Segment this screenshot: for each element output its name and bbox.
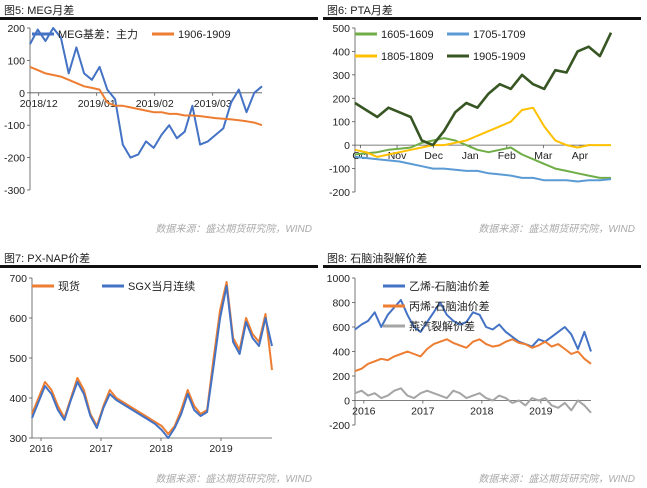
y-tick-label: 500 bbox=[9, 353, 27, 365]
y-tick-label: 500 bbox=[332, 23, 350, 35]
legend-entry: 现货 bbox=[32, 279, 80, 293]
y-tick-label: -100 bbox=[4, 120, 25, 132]
legend-label: 1905-1909 bbox=[473, 51, 526, 63]
y-tick-label: -200 bbox=[329, 420, 350, 432]
y-tick-label: 0 bbox=[344, 140, 350, 152]
legend-entry: SGX当月连续 bbox=[102, 279, 195, 293]
title-rule bbox=[323, 265, 641, 268]
x-tick-label: 2017 bbox=[411, 406, 435, 418]
title-rule bbox=[323, 17, 641, 20]
y-tick-label: 800 bbox=[332, 298, 350, 310]
x-tick-label: 2019 bbox=[529, 406, 553, 418]
y-tick-label: 100 bbox=[332, 117, 350, 129]
data-source: 数据来源：盛达期货研究院，WIND bbox=[478, 224, 635, 235]
x-tick-label: 2018 bbox=[470, 406, 494, 418]
title-rule bbox=[0, 17, 318, 20]
y-tick-label: -200 bbox=[329, 187, 350, 199]
legend-label: 1705-1709 bbox=[473, 29, 526, 41]
legend-entry: 1705-1709 bbox=[447, 29, 526, 41]
y-tick-label: 300 bbox=[9, 433, 27, 445]
data-source: 数据来源：盛达期货研究院，WIND bbox=[478, 474, 635, 485]
x-tick-label: 2018 bbox=[149, 443, 173, 455]
series-line bbox=[354, 387, 592, 414]
panel-title: 图5: MEG月差 bbox=[4, 5, 75, 17]
x-tick-label: 2019 bbox=[209, 443, 233, 455]
y-tick-label: 200 bbox=[332, 371, 350, 383]
y-tick-label: 100 bbox=[7, 55, 25, 67]
legend-entry: 1605-1609 bbox=[355, 29, 434, 41]
y-tick-label: 200 bbox=[332, 93, 350, 105]
y-tick-label: 0 bbox=[19, 88, 25, 100]
x-tick-label: Apr bbox=[572, 150, 589, 162]
y-tick-label: 600 bbox=[332, 322, 350, 334]
x-tick-label: 2019/03 bbox=[194, 98, 232, 110]
series-line bbox=[29, 65, 263, 127]
y-tick-label: 700 bbox=[9, 273, 27, 285]
legend-entry: 1905-1909 bbox=[447, 51, 526, 63]
x-tick-label: Dec bbox=[424, 150, 443, 162]
x-tick-label: 2016 bbox=[29, 443, 53, 455]
panel-title: 图8: 石脑油裂解价差 bbox=[327, 253, 428, 265]
series-line bbox=[354, 32, 613, 147]
y-tick-label: 1000 bbox=[327, 273, 351, 285]
x-tick-label: 2017 bbox=[89, 443, 113, 455]
legend-label: 燕汽裂解价差 bbox=[409, 319, 475, 333]
x-tick-label: 2016 bbox=[352, 406, 376, 418]
legend-entry: 乙烯-石脑油价差 bbox=[383, 279, 490, 293]
panel-title: 图6: PTA月差 bbox=[327, 5, 393, 17]
legend-entry: 1906-1909 bbox=[152, 29, 231, 41]
legend-label: 丙烯-石脑油价差 bbox=[409, 299, 490, 313]
x-tick-label: Mar bbox=[534, 150, 553, 162]
legend-label: 乙烯-石脑油价差 bbox=[409, 279, 490, 293]
title-rule bbox=[0, 265, 318, 268]
x-tick-label: 2018/12 bbox=[20, 98, 58, 110]
y-tick-label: 200 bbox=[7, 23, 25, 35]
x-tick-label: 2019/02 bbox=[136, 98, 174, 110]
panel-naphtha-crack-spread: 图8: 石脑油裂解价差 1000 800 600 400 200 0 -200 2016 201… bbox=[323, 248, 643, 488]
series-line bbox=[354, 155, 612, 183]
series-line bbox=[354, 338, 592, 373]
y-tick-label: 400 bbox=[9, 393, 27, 405]
legend-label: 1805-1809 bbox=[381, 51, 434, 63]
panel-px-nap-spread: 图7: PX-NAP价差 700 600 500 400 300 2016 2017 2018… bbox=[0, 248, 320, 488]
y-tick-label: 0 bbox=[344, 396, 350, 408]
series-line bbox=[354, 106, 611, 158]
legend-label: 现货 bbox=[58, 279, 80, 293]
legend-entry: 燕汽裂解价差 bbox=[383, 319, 475, 333]
data-source: 数据来源：盛达期货研究院，WIND bbox=[155, 474, 312, 485]
y-tick-label: 300 bbox=[332, 70, 350, 82]
y-tick-label: -100 bbox=[329, 164, 350, 176]
series-line bbox=[354, 137, 611, 179]
legend-entry: MEG基差：主力 bbox=[32, 27, 138, 41]
x-tick-label: Feb bbox=[498, 150, 516, 162]
legend-label: 1906-1909 bbox=[178, 29, 231, 41]
y-tick-label: -200 bbox=[4, 153, 25, 165]
legend-label: 1605-1609 bbox=[381, 29, 434, 41]
y-tick-label: 600 bbox=[9, 313, 27, 325]
panel-meg-spread: 图5: MEG月差 200 100 0 -100 -200 -300 2018/12 2019… bbox=[0, 0, 320, 240]
y-tick-label: 400 bbox=[332, 46, 350, 58]
legend-label: SGX当月连续 bbox=[128, 279, 195, 293]
legend-label: MEG基差：主力 bbox=[58, 27, 138, 41]
y-tick-label: -300 bbox=[4, 185, 25, 197]
legend-entry: 丙烯-石脑油价差 bbox=[383, 299, 490, 313]
panel-title: 图7: PX-NAP价差 bbox=[4, 253, 91, 265]
x-tick-label: Jan bbox=[462, 150, 479, 162]
y-tick-label: 400 bbox=[332, 347, 350, 359]
series-line bbox=[31, 285, 273, 439]
data-source: 数据来源：盛达期货研究院，WIND bbox=[155, 224, 312, 235]
series-line bbox=[29, 27, 263, 159]
panel-pta-spread: 图6: PTA月差 500 400 300 200 100 0 -100 -200 Oct Nov… bbox=[323, 0, 643, 240]
legend-entry: 1805-1809 bbox=[355, 51, 434, 63]
